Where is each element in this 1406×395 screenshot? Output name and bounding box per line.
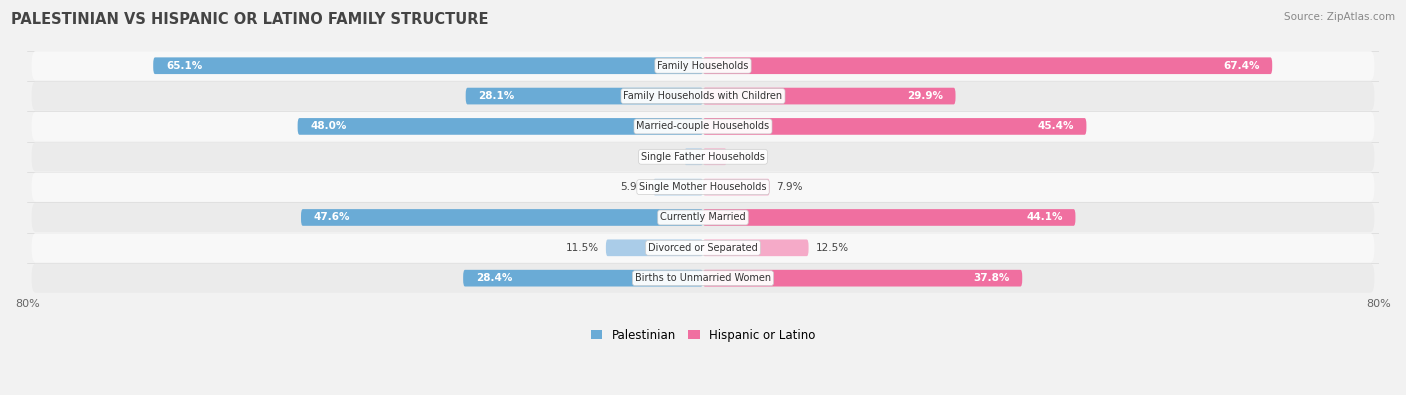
Text: 11.5%: 11.5% (567, 243, 599, 253)
FancyBboxPatch shape (31, 173, 1375, 202)
FancyBboxPatch shape (703, 239, 808, 256)
FancyBboxPatch shape (465, 88, 703, 104)
Text: 29.9%: 29.9% (907, 91, 943, 101)
Text: 37.8%: 37.8% (973, 273, 1010, 283)
Text: 5.9%: 5.9% (620, 182, 647, 192)
Text: 12.5%: 12.5% (815, 243, 848, 253)
FancyBboxPatch shape (298, 118, 703, 135)
Text: Source: ZipAtlas.com: Source: ZipAtlas.com (1284, 12, 1395, 22)
FancyBboxPatch shape (31, 203, 1375, 232)
Text: PALESTINIAN VS HISPANIC OR LATINO FAMILY STRUCTURE: PALESTINIAN VS HISPANIC OR LATINO FAMILY… (11, 12, 489, 27)
Text: Single Mother Households: Single Mother Households (640, 182, 766, 192)
FancyBboxPatch shape (301, 209, 703, 226)
Text: 67.4%: 67.4% (1223, 61, 1260, 71)
FancyBboxPatch shape (31, 51, 1375, 80)
Text: Single Father Households: Single Father Households (641, 152, 765, 162)
Text: 48.0%: 48.0% (311, 121, 347, 132)
Text: 2.2%: 2.2% (651, 152, 678, 162)
Text: 65.1%: 65.1% (166, 61, 202, 71)
FancyBboxPatch shape (606, 239, 703, 256)
Text: 7.9%: 7.9% (776, 182, 803, 192)
Text: Currently Married: Currently Married (661, 213, 745, 222)
FancyBboxPatch shape (31, 142, 1375, 171)
FancyBboxPatch shape (153, 57, 703, 74)
FancyBboxPatch shape (703, 118, 1087, 135)
FancyBboxPatch shape (703, 88, 956, 104)
Text: Divorced or Separated: Divorced or Separated (648, 243, 758, 253)
Text: 45.4%: 45.4% (1038, 121, 1074, 132)
Legend: Palestinian, Hispanic or Latino: Palestinian, Hispanic or Latino (586, 324, 820, 347)
FancyBboxPatch shape (31, 233, 1375, 262)
FancyBboxPatch shape (463, 270, 703, 286)
FancyBboxPatch shape (654, 179, 703, 196)
Text: 47.6%: 47.6% (314, 213, 350, 222)
FancyBboxPatch shape (703, 179, 769, 196)
FancyBboxPatch shape (685, 149, 703, 165)
FancyBboxPatch shape (703, 270, 1022, 286)
FancyBboxPatch shape (703, 57, 1272, 74)
Text: Family Households: Family Households (658, 61, 748, 71)
FancyBboxPatch shape (703, 149, 727, 165)
Text: 28.1%: 28.1% (478, 91, 515, 101)
FancyBboxPatch shape (703, 209, 1076, 226)
Text: 28.4%: 28.4% (475, 273, 512, 283)
Text: Births to Unmarried Women: Births to Unmarried Women (636, 273, 770, 283)
FancyBboxPatch shape (31, 81, 1375, 111)
Text: Married-couple Households: Married-couple Households (637, 121, 769, 132)
Text: Family Households with Children: Family Households with Children (623, 91, 783, 101)
Text: 44.1%: 44.1% (1026, 213, 1063, 222)
FancyBboxPatch shape (31, 112, 1375, 141)
Text: 2.8%: 2.8% (734, 152, 759, 162)
FancyBboxPatch shape (31, 263, 1375, 293)
